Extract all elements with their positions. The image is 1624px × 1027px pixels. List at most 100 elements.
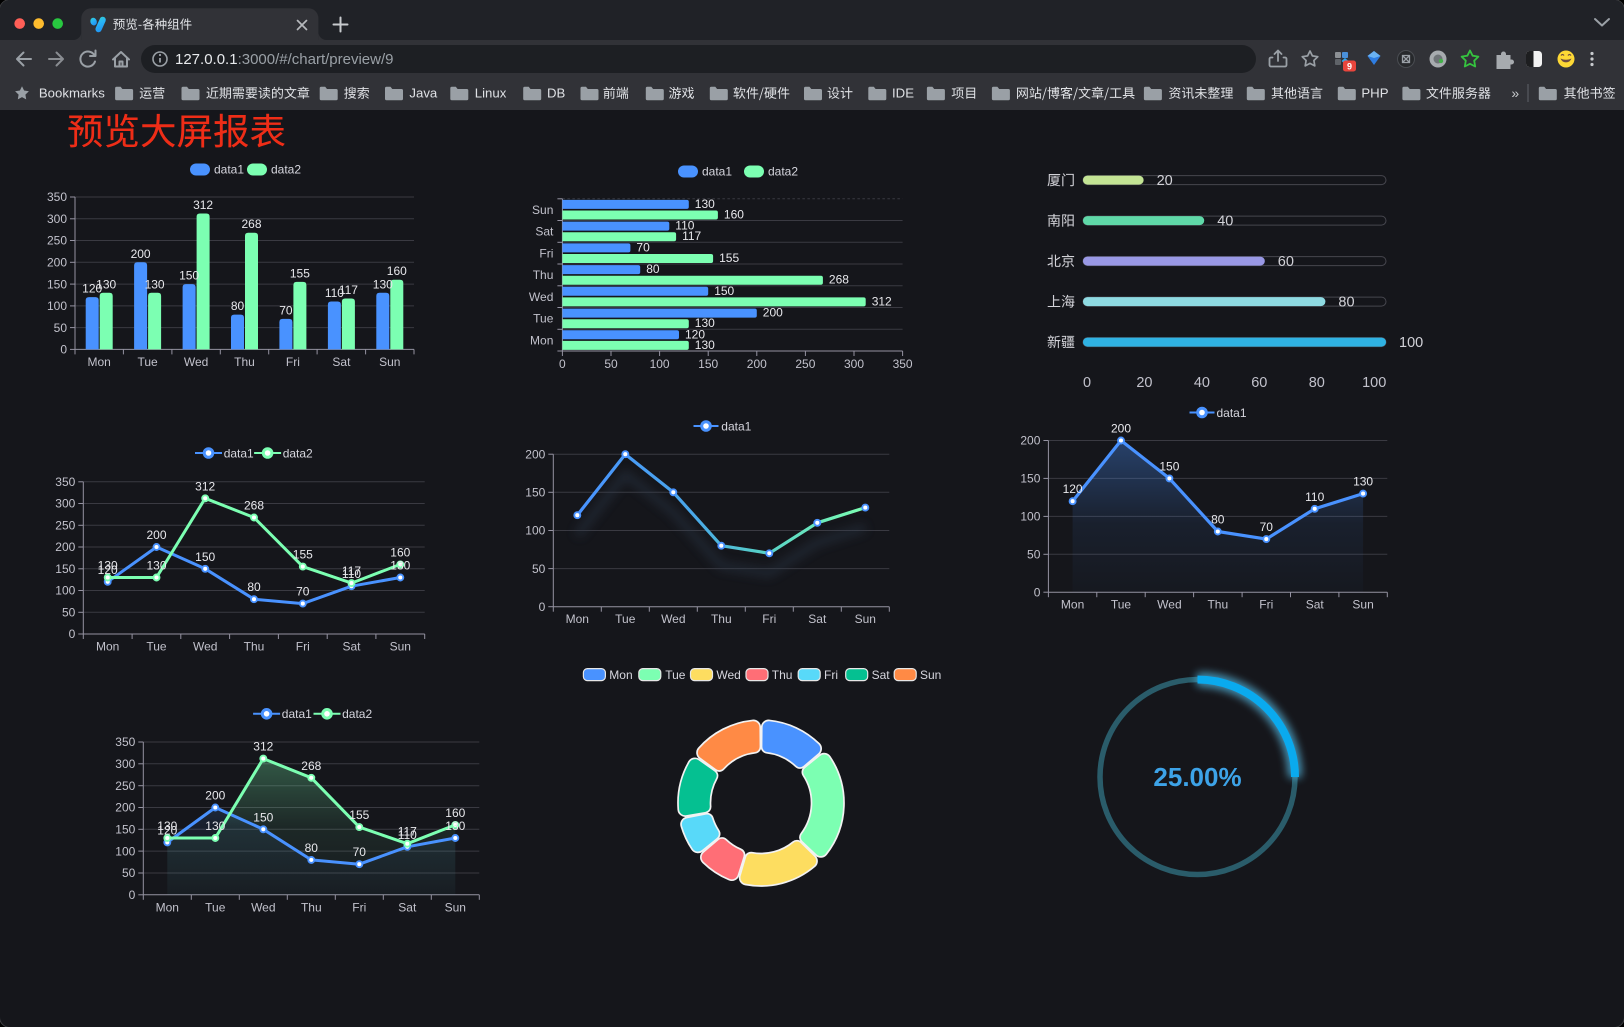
svg-text:117: 117 (339, 283, 358, 297)
svg-text:Sun: Sun (532, 203, 553, 217)
svg-text:150: 150 (47, 277, 67, 291)
svg-text:70: 70 (296, 585, 310, 599)
svg-text:data2: data2 (342, 707, 372, 721)
svg-text:130: 130 (445, 819, 465, 833)
svg-text:100: 100 (55, 584, 75, 598)
svg-text:130: 130 (96, 277, 116, 291)
svg-text:100: 100 (650, 357, 670, 371)
svg-text:Fri: Fri (539, 247, 553, 261)
svg-text:268: 268 (301, 759, 321, 773)
svg-text:200: 200 (525, 447, 545, 461)
svg-text:50: 50 (54, 321, 68, 335)
svg-text:200: 200 (205, 789, 225, 803)
svg-text:160: 160 (445, 806, 465, 820)
svg-text:0: 0 (539, 600, 546, 614)
svg-text:Sat: Sat (872, 668, 891, 682)
svg-text:100: 100 (1362, 375, 1386, 391)
svg-text:268: 268 (241, 217, 261, 231)
svg-text:Tue: Tue (615, 612, 636, 626)
svg-text:300: 300 (115, 757, 135, 771)
svg-text:50: 50 (62, 606, 76, 620)
svg-text:data1: data1 (214, 163, 244, 177)
svg-text:Wed: Wed (1157, 598, 1181, 612)
svg-text:Tue: Tue (533, 312, 554, 326)
svg-text:Thu: Thu (244, 640, 265, 654)
svg-text:200: 200 (747, 357, 767, 371)
svg-text:Sun: Sun (920, 668, 941, 682)
svg-text:200: 200 (763, 306, 783, 320)
svg-text:Wed: Wed (529, 290, 553, 304)
svg-text:200: 200 (1020, 434, 1040, 448)
svg-text:Fri: Fri (824, 668, 838, 682)
svg-text:155: 155 (349, 808, 369, 822)
svg-text:80: 80 (247, 580, 261, 594)
svg-text:Tue: Tue (1111, 598, 1132, 612)
svg-text:Sat: Sat (808, 612, 827, 626)
svg-text:120: 120 (98, 563, 118, 577)
svg-text:80: 80 (305, 841, 319, 855)
svg-text:50: 50 (604, 357, 618, 371)
svg-text:9: 9 (1347, 61, 1352, 71)
svg-text:160: 160 (387, 264, 407, 278)
svg-text:Tue: Tue (665, 668, 686, 682)
svg-text:250: 250 (795, 357, 815, 371)
svg-text:350: 350 (893, 357, 913, 371)
svg-text:300: 300 (55, 497, 75, 511)
svg-text:150: 150 (115, 823, 135, 837)
svg-text:130: 130 (695, 338, 715, 352)
svg-text:150: 150 (55, 562, 75, 576)
svg-text:312: 312 (872, 294, 892, 308)
svg-text:data1: data1 (282, 707, 312, 721)
svg-text:Mon: Mon (530, 333, 553, 347)
svg-text:130: 130 (373, 277, 393, 291)
svg-text:110: 110 (398, 828, 417, 842)
svg-text:80: 80 (1211, 513, 1225, 527)
svg-text:110: 110 (325, 286, 344, 300)
svg-text:data1: data1 (702, 165, 732, 179)
svg-text:0: 0 (1083, 375, 1091, 391)
svg-text:Sat: Sat (332, 355, 351, 369)
svg-text:60: 60 (1251, 375, 1267, 391)
svg-text:Java: Java (409, 86, 438, 101)
svg-text:20: 20 (1157, 173, 1173, 189)
svg-text:100: 100 (525, 524, 545, 538)
svg-text:200: 200 (55, 540, 75, 554)
svg-text:40: 40 (1217, 214, 1233, 230)
svg-text:data1: data1 (1217, 406, 1247, 420)
svg-text:200: 200 (1111, 422, 1131, 436)
svg-text:120: 120 (157, 823, 177, 837)
svg-text:120: 120 (1063, 482, 1083, 496)
svg-text:0: 0 (129, 888, 136, 902)
svg-text:Sun: Sun (855, 612, 876, 626)
svg-text:Wed: Wed (661, 612, 685, 626)
svg-text:data2: data2 (271, 163, 301, 177)
svg-text:Fri: Fri (762, 612, 776, 626)
svg-text:data2: data2 (768, 165, 798, 179)
svg-text:80: 80 (231, 299, 245, 313)
svg-text:120: 120 (685, 327, 705, 341)
svg-text:0: 0 (1034, 585, 1041, 599)
svg-text:300: 300 (844, 357, 864, 371)
svg-text:Thu: Thu (533, 268, 554, 282)
svg-text:80: 80 (1338, 295, 1354, 311)
svg-text:100: 100 (47, 299, 67, 313)
svg-text:250: 250 (55, 519, 75, 533)
svg-text:Bookmarks: Bookmarks (39, 86, 105, 101)
svg-text:150: 150 (698, 357, 718, 371)
svg-text:100: 100 (115, 844, 135, 858)
svg-text:DB: DB (547, 86, 566, 101)
svg-text:130: 130 (1353, 475, 1373, 489)
svg-text:Fri: Fri (286, 355, 300, 369)
svg-text:80: 80 (1309, 375, 1325, 391)
svg-text:Tue: Tue (205, 900, 226, 914)
svg-text:150: 150 (1020, 472, 1040, 486)
svg-text:150: 150 (1159, 459, 1179, 473)
svg-text:0: 0 (559, 357, 566, 371)
svg-text:127.0.0.1:3000/#/chart/preview: 127.0.0.1:3000/#/chart/preview/9 (175, 51, 394, 68)
svg-text:70: 70 (636, 240, 650, 254)
svg-text:150: 150 (714, 284, 734, 298)
svg-text:data2: data2 (283, 446, 313, 460)
svg-text:0: 0 (60, 343, 67, 357)
svg-text:312: 312 (195, 479, 215, 493)
svg-text:70: 70 (279, 303, 293, 317)
